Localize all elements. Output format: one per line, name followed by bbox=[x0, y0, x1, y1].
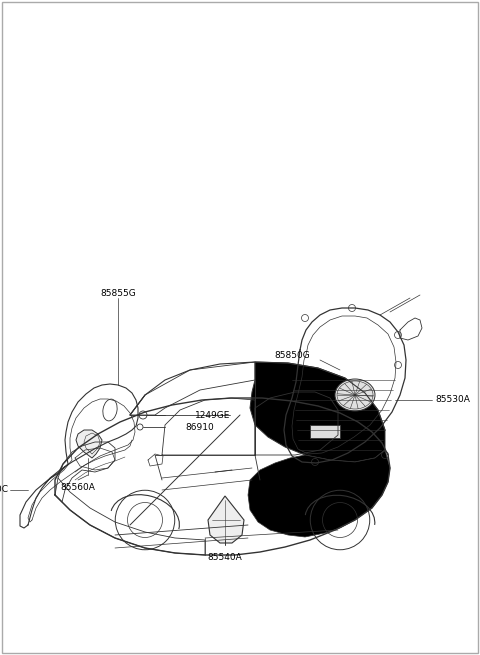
Ellipse shape bbox=[335, 379, 375, 411]
Polygon shape bbox=[250, 362, 385, 462]
Polygon shape bbox=[310, 425, 340, 438]
Text: 85850G: 85850G bbox=[274, 350, 310, 360]
Text: 85560A: 85560A bbox=[60, 483, 96, 493]
Text: 85530A: 85530A bbox=[435, 396, 470, 405]
Text: 85855G: 85855G bbox=[100, 288, 136, 297]
Text: 1249GE: 1249GE bbox=[195, 411, 230, 419]
Polygon shape bbox=[76, 430, 102, 458]
Text: 85540A: 85540A bbox=[208, 553, 242, 563]
Text: 86910: 86910 bbox=[185, 422, 214, 432]
Polygon shape bbox=[208, 496, 244, 543]
Text: 85530C: 85530C bbox=[0, 485, 8, 495]
Polygon shape bbox=[248, 450, 390, 537]
